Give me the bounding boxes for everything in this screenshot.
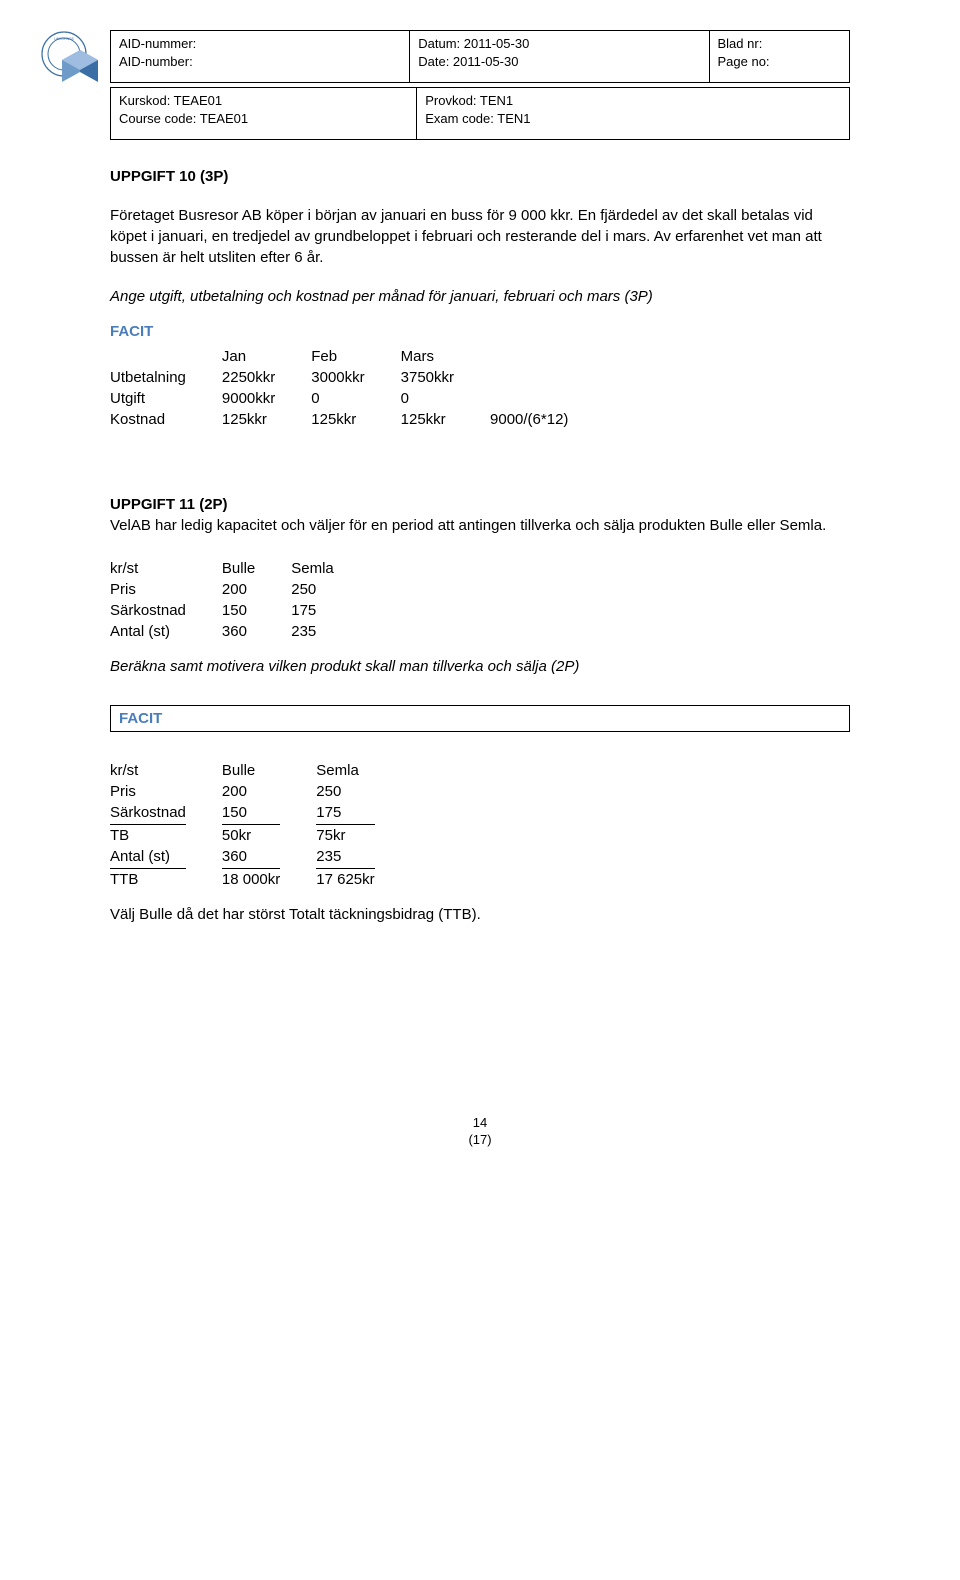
aid-nummer-label: AID-nummer:	[119, 35, 401, 53]
table-cell: TTB	[110, 869, 222, 890]
u10-text: Företaget Busresor AB köper i början av …	[110, 205, 850, 268]
table-cell	[490, 388, 604, 409]
table-cell: 250	[316, 781, 410, 802]
table-cell: Bulle	[222, 760, 316, 781]
table-cell: 9000kkr	[222, 388, 311, 409]
aid-box: AID-nummer: AID-number:	[110, 30, 410, 83]
u10-table: JanFebMars Utbetalning2250kkr3000kkr3750k…	[110, 346, 604, 430]
table-cell: 75kr	[316, 825, 410, 846]
u10-facit-label: FACIT	[110, 321, 850, 342]
table-cell: Semla	[316, 760, 410, 781]
datum-label: Datum: 2011-05-30	[418, 35, 700, 53]
table-cell: 3750kkr	[401, 367, 490, 388]
table-cell: Semla	[291, 558, 370, 579]
table-cell: Feb	[311, 346, 400, 367]
exam-box: Provkod: TEN1 Exam code: TEN1	[417, 87, 850, 140]
table-cell: Särkostnad	[110, 600, 222, 621]
coursecode-label: Course code: TEAE01	[119, 110, 408, 128]
table-cell: 150	[222, 600, 291, 621]
page-total: (17)	[110, 1132, 850, 1149]
table-cell: Mars	[401, 346, 490, 367]
table-cell: 9000/(6*12)	[490, 409, 604, 430]
table-cell	[490, 367, 604, 388]
table-cell: TB	[110, 825, 222, 846]
date-box: Datum: 2011-05-30 Date: 2011-05-30	[410, 30, 709, 83]
table-cell	[490, 346, 604, 367]
u11-instruction: Beräkna samt motivera vilken produkt ska…	[110, 656, 850, 677]
table-cell: 235	[316, 846, 410, 869]
table-cell: 125kkr	[401, 409, 490, 430]
table-cell: 175	[291, 600, 370, 621]
table-cell: 360	[222, 621, 291, 642]
header-row-2: Kurskod: TEAE01 Course code: TEAE01 Prov…	[110, 87, 850, 140]
page: LINKÖPINGS AID-nummer: AID-number: Datum…	[0, 0, 960, 1189]
bladnr-label: Blad nr:	[718, 35, 841, 53]
u11-text: VelAB har ledig kapacitet och väljer för…	[110, 515, 850, 536]
table-cell: Utgift	[110, 388, 222, 409]
examcode-label: Exam code: TEN1	[425, 110, 841, 128]
page-number: 14	[110, 1115, 850, 1132]
table-cell: Kostnad	[110, 409, 222, 430]
table-cell: 18 000kr	[222, 869, 316, 890]
u11-facit-label: FACIT	[119, 710, 162, 727]
header-row-1: AID-nummer: AID-number: Datum: 2011-05-3…	[110, 30, 850, 83]
u11-table-input: kr/stBulleSemla Pris200250 Särkostnad15017…	[110, 558, 370, 642]
u10-title: UPPGIFT 10 (3P)	[110, 166, 850, 187]
table-cell: 360	[222, 846, 316, 869]
table-cell: Särkostnad	[110, 802, 222, 825]
page-footer: 14 (17)	[110, 1115, 850, 1149]
u11-title: UPPGIFT 11 (2P)	[110, 496, 228, 513]
u11-table-solution: kr/stBulleSemlaPris200250Särkostnad15017…	[110, 760, 411, 890]
table-cell: 200	[222, 781, 316, 802]
table-cell: 0	[311, 388, 400, 409]
table-cell: 250	[291, 579, 370, 600]
svg-text:LINKÖPINGS: LINKÖPINGS	[54, 37, 74, 41]
table-cell: kr/st	[110, 760, 222, 781]
facit-box: FACIT	[110, 705, 850, 732]
course-box: Kurskod: TEAE01 Course code: TEAE01	[110, 87, 417, 140]
table-cell: 235	[291, 621, 370, 642]
table-cell	[110, 346, 222, 367]
table-cell: 3000kkr	[311, 367, 400, 388]
table-cell: Antal (st)	[110, 846, 222, 869]
u10-instruction: Ange utgift, utbetalning och kostnad per…	[110, 286, 850, 307]
table-cell: Bulle	[222, 558, 291, 579]
table-cell: kr/st	[110, 558, 222, 579]
table-cell: 0	[401, 388, 490, 409]
table-cell: Antal (st)	[110, 621, 222, 642]
table-cell: Jan	[222, 346, 311, 367]
table-cell: Pris	[110, 781, 222, 802]
table-cell: Utbetalning	[110, 367, 222, 388]
university-seal-icon: LINKÖPINGS	[40, 30, 104, 94]
pageno-box: Blad nr: Page no:	[710, 30, 850, 83]
content: UPPGIFT 10 (3P) Företaget Busresor AB kö…	[110, 166, 850, 925]
u11-conclusion: Välj Bulle då det har störst Totalt täck…	[110, 904, 850, 925]
table-cell: Pris	[110, 579, 222, 600]
table-cell: 17 625kr	[316, 869, 410, 890]
date-label: Date: 2011-05-30	[418, 53, 700, 71]
table-cell: 175	[316, 802, 410, 825]
table-cell: 125kkr	[222, 409, 311, 430]
provkod-label: Provkod: TEN1	[425, 92, 841, 110]
table-cell: 50kr	[222, 825, 316, 846]
kurskod-label: Kurskod: TEAE01	[119, 92, 408, 110]
table-cell: 150	[222, 802, 316, 825]
pageno-label: Page no:	[718, 53, 841, 71]
aid-number-label: AID-number:	[119, 53, 401, 71]
table-cell: 2250kkr	[222, 367, 311, 388]
table-cell: 200	[222, 579, 291, 600]
table-cell: 125kkr	[311, 409, 400, 430]
